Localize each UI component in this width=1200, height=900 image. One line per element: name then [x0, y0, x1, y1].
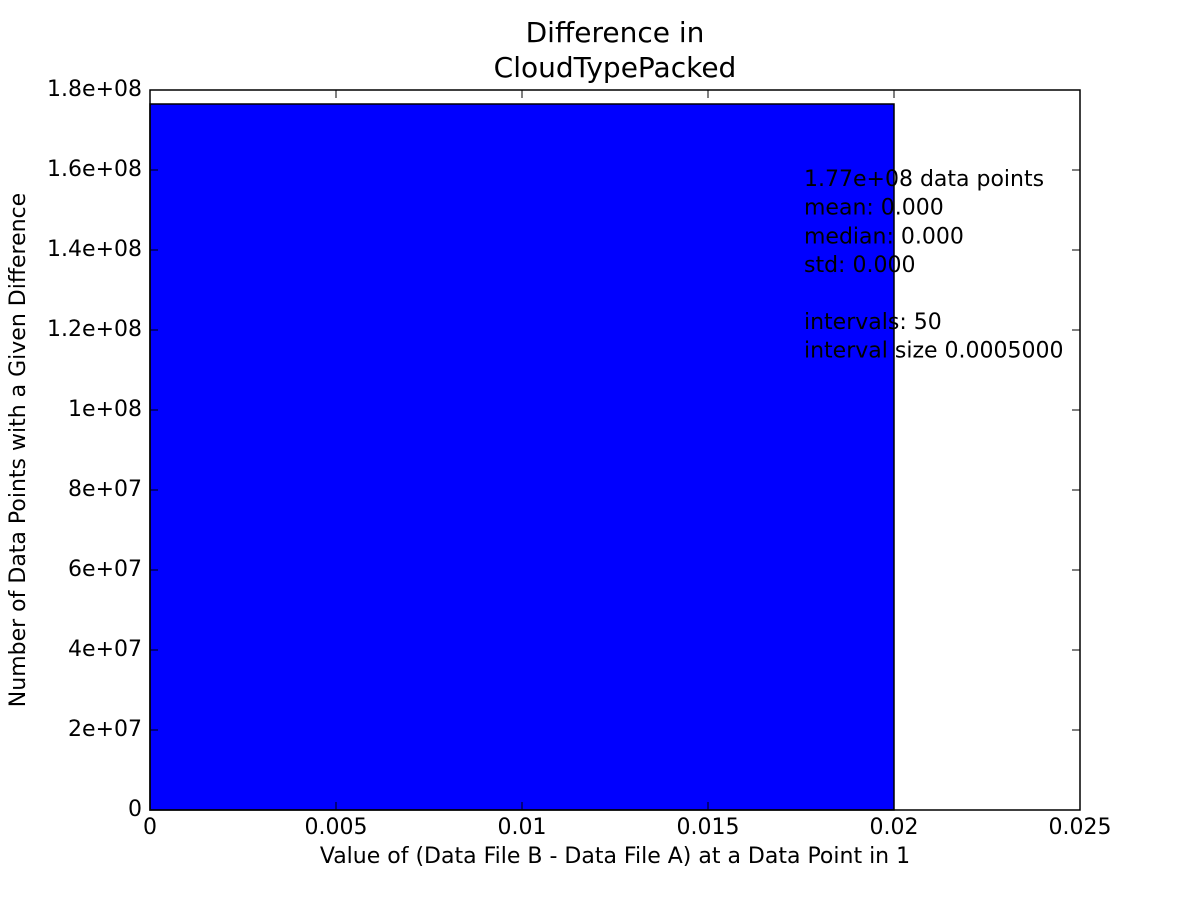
x-tick-label: 0.01 — [498, 815, 547, 840]
annotation: 1.77e+08 data points — [804, 167, 1044, 192]
histogram-bar — [149, 103, 895, 811]
annotation: mean: 0.000 — [804, 196, 944, 221]
x-tick-label: 0.02 — [870, 815, 919, 840]
y-tick-label: 4e+07 — [68, 637, 142, 662]
y-tick-label: 6e+07 — [68, 557, 142, 582]
annotation: intervals: 50 — [804, 310, 942, 335]
chart-title: Difference in — [526, 16, 705, 49]
x-tick-label: 0.015 — [677, 815, 740, 840]
plot-frame — [149, 89, 1081, 811]
annotation: interval size 0.0005000 — [804, 339, 1064, 364]
x-tick-label: 0.025 — [1049, 815, 1112, 840]
chart-title: CloudTypePacked — [494, 51, 737, 84]
annotation: median: 0.000 — [804, 224, 964, 249]
x-tick-label: 0.005 — [305, 815, 368, 840]
x-axis-label: Value of (Data File B - Data File A) at … — [320, 844, 910, 869]
x-tick-label: 0 — [143, 815, 157, 840]
y-tick-label: 0 — [128, 797, 142, 822]
y-tick-label: 8e+07 — [68, 477, 142, 502]
y-tick-label: 1e+08 — [68, 397, 142, 422]
y-axis-label: Number of Data Points with a Given Diffe… — [6, 193, 31, 707]
y-tick-label: 1.6e+08 — [47, 157, 142, 182]
annotation: std: 0.000 — [804, 253, 915, 278]
y-tick-label: 1.2e+08 — [47, 317, 142, 342]
y-tick-label: 1.8e+08 — [47, 77, 142, 102]
y-tick-label: 1.4e+08 — [47, 237, 142, 262]
y-tick-label: 2e+07 — [68, 717, 142, 742]
